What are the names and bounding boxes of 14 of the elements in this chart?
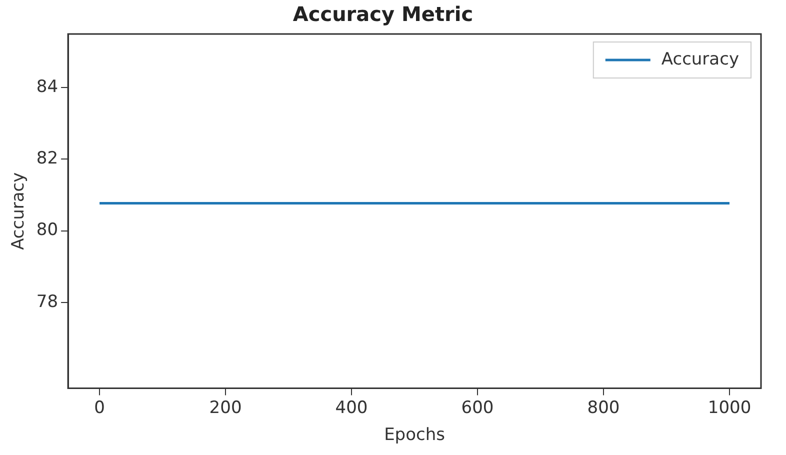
x-tick-label: 600 (461, 398, 494, 418)
y-tick-label: 82 (36, 148, 58, 169)
legend-label: Accuracy (661, 49, 740, 70)
x-tick-label: 200 (209, 398, 242, 418)
x-axis-title: Epochs (384, 425, 446, 446)
y-tick-label: 84 (36, 77, 58, 98)
y-tick-label: 80 (36, 220, 58, 240)
x-tick-label: 400 (335, 398, 368, 418)
x-tick-label: 1000 (708, 398, 752, 418)
x-tick-label: 800 (587, 398, 620, 418)
x-tick-label: 0 (94, 398, 105, 418)
y-tick-label: 78 (36, 292, 58, 312)
chart-title: Accuracy Metric (292, 2, 474, 26)
y-axis-title: Accuracy (8, 172, 29, 250)
